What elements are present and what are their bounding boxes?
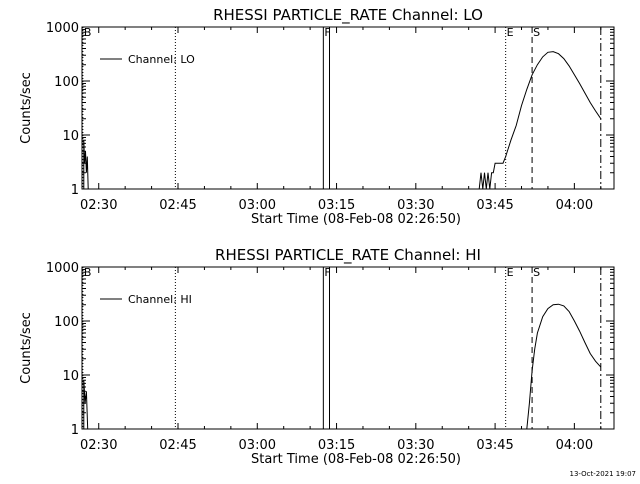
chart1-x-tick-label: 02:30 — [80, 198, 117, 213]
chart1-event-marker-label: E — [507, 26, 514, 39]
chart1-x-tick-label: 03:45 — [476, 198, 513, 213]
chart1-series-line — [83, 51, 602, 190]
chart2-x-tick-label: 03:15 — [318, 438, 355, 453]
chart2-series-line — [83, 303, 602, 430]
chart2-x-axis-label: Start Time (08-Feb-08 02:26:50) — [251, 452, 461, 467]
chart2-y-tick-label: 100 — [54, 315, 79, 330]
chart1-x-tick-label: 04:00 — [556, 198, 593, 213]
chart2-event-marker-label: B — [84, 266, 92, 279]
chart2-x-tick-label: 02:45 — [159, 438, 196, 453]
chart2-x-tick-label: 02:30 — [80, 438, 117, 453]
chart1-event-marker-label: B — [84, 26, 92, 39]
chart2-x-tick-label: 03:00 — [239, 438, 276, 453]
chart2-x-tick-label: 03:45 — [476, 438, 513, 453]
chart1-plot-frame — [81, 26, 615, 190]
chart1-y-tick-label: 10 — [62, 129, 79, 144]
chart2-plot-frame — [81, 266, 615, 430]
chart1-title: RHESSI PARTICLE_RATE Channel: LO — [213, 6, 483, 25]
chart1-y-tick-label: 100 — [54, 75, 79, 90]
chart1-event-marker-label: S — [533, 26, 540, 39]
chart1-x-tick-label: 02:45 — [159, 198, 196, 213]
chart2-y-axis-label: Counts/sec — [19, 312, 34, 384]
chart1-x-tick-label: 03:30 — [397, 198, 434, 213]
footer-timestamp: 13-Oct-2021 19:07 — [569, 470, 636, 478]
chart1-y-axis-label: Counts/sec — [19, 72, 34, 144]
chart2-y-tick-label: 1 — [71, 423, 79, 438]
chart1-x-tick-label: 03:15 — [318, 198, 355, 213]
chart2-x-tick-label: 03:30 — [397, 438, 434, 453]
chart2-y-tick-label: 1000 — [46, 261, 79, 276]
chart1-event-marker-label: F — [324, 26, 330, 39]
chart2-event-marker-label: S — [533, 266, 540, 279]
chart2-event-marker-label: E — [507, 266, 514, 279]
chart1-legend-label: Channel: LO — [128, 53, 195, 66]
chart2-legend-label: Channel: HI — [128, 293, 192, 306]
chart2-title: RHESSI PARTICLE_RATE Channel: HI — [215, 246, 481, 265]
chart2-event-marker-label: F — [324, 266, 330, 279]
chart1-y-tick-label: 1000 — [46, 21, 79, 36]
chart1-x-axis-label: Start Time (08-Feb-08 02:26:50) — [251, 212, 461, 227]
chart2-x-tick-label: 04:00 — [556, 438, 593, 453]
chart1-y-tick-label: 1 — [71, 183, 79, 198]
chart1-x-tick-label: 03:00 — [239, 198, 276, 213]
chart2-y-tick-label: 10 — [62, 369, 79, 384]
